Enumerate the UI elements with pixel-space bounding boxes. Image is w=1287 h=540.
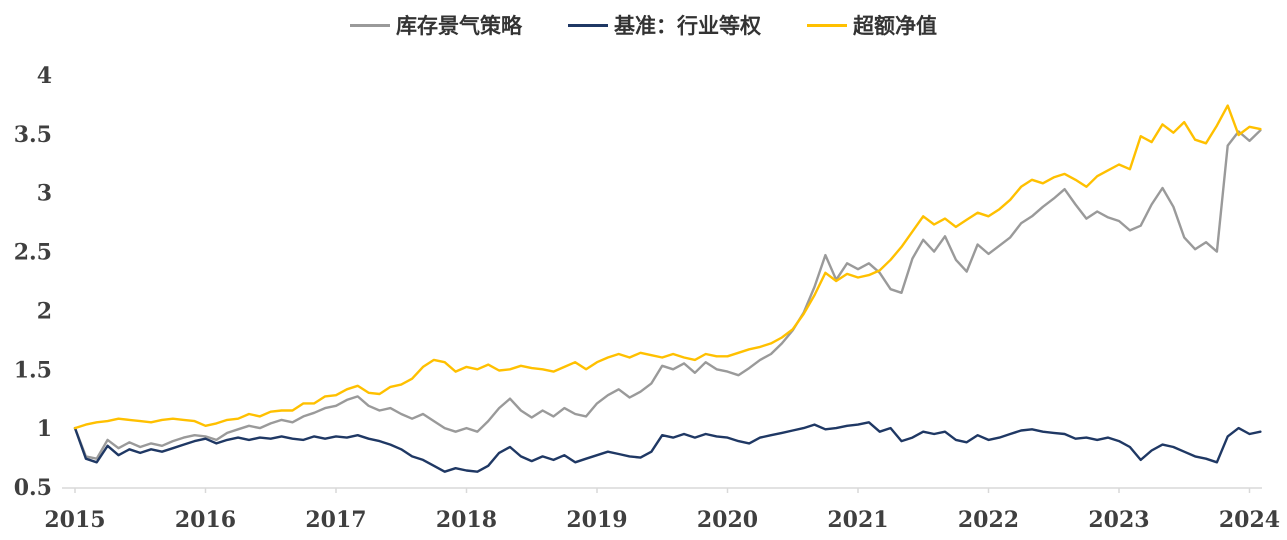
legend-label: 基准：行业等权 [614, 13, 761, 38]
legend-item-0: 库存景气策略 [350, 10, 522, 40]
y-tick-label: 4 [37, 63, 52, 89]
y-tick-label: 2.5 [14, 240, 52, 266]
legend-line-swatch [350, 23, 390, 27]
legend-label: 超额净值 [853, 13, 937, 38]
chart-legend: 库存景气策略 基准：行业等权 超额净值 [0, 10, 1287, 40]
y-tick-label: 3 [37, 181, 52, 207]
legend-line-swatch [568, 23, 608, 27]
series-line-0 [73, 129, 1262, 460]
x-tick-label: 2019 [566, 507, 627, 533]
x-tick-label: 2018 [436, 507, 497, 533]
series-line-2 [73, 104, 1262, 430]
series-line-1 [73, 421, 1262, 473]
legend-item-1: 基准：行业等权 [568, 10, 761, 40]
x-tick-label: 2022 [958, 507, 1019, 533]
x-tick-label: 2015 [44, 507, 105, 533]
y-tick-label: 2 [37, 298, 52, 324]
y-tick-label: 1.5 [14, 357, 52, 383]
x-tick-label: 2020 [697, 507, 758, 533]
x-tick-label: 2024 [1219, 507, 1280, 533]
x-tick-label: 2016 [175, 507, 236, 533]
legend-item-2: 超额净值 [807, 10, 937, 40]
legend-line-swatch [807, 23, 847, 27]
y-tick-label: 3.5 [14, 122, 52, 148]
x-tick-label: 2017 [305, 507, 366, 533]
y-tick-label: 1 [37, 416, 52, 442]
legend-label: 库存景气策略 [396, 13, 522, 38]
y-tick-label: 0.5 [14, 475, 52, 501]
x-tick-label: 2021 [827, 507, 888, 533]
x-tick-label: 2023 [1088, 507, 1149, 533]
